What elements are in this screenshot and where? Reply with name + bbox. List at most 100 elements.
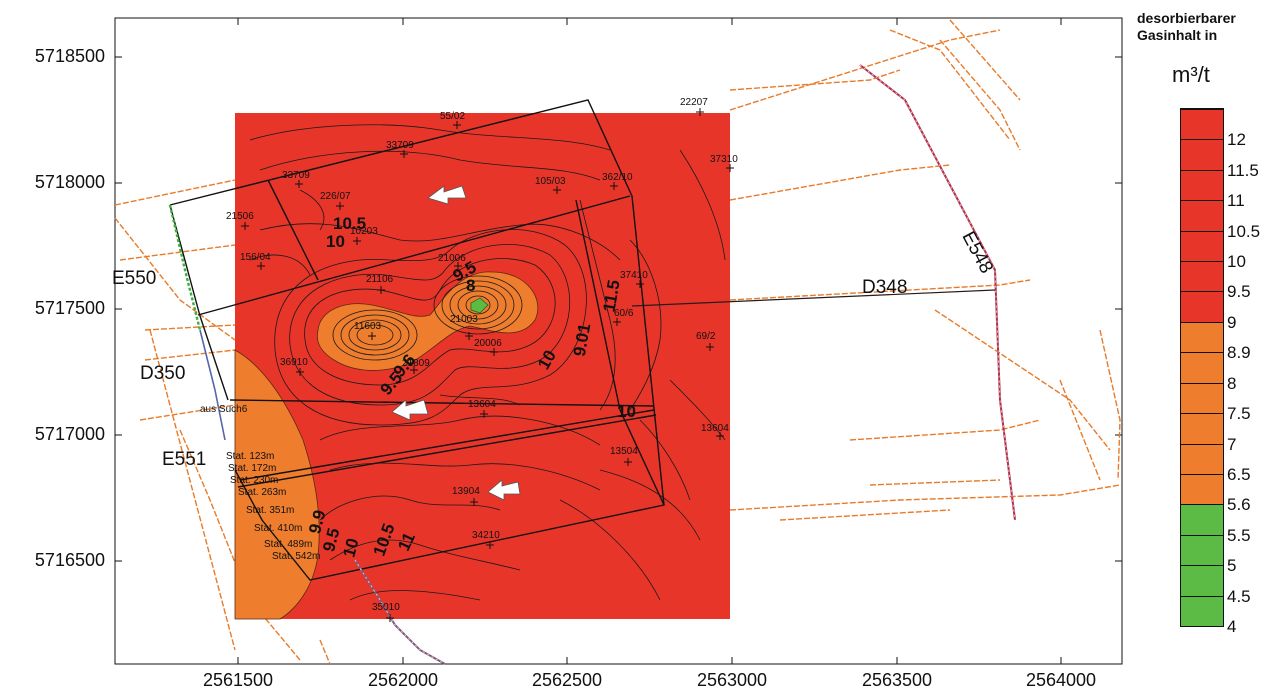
station-label: Stat. 172m <box>228 463 277 474</box>
legend-value-label: 6.5 <box>1227 464 1251 484</box>
legend-color-segment <box>1181 595 1223 626</box>
axis-ticks <box>115 18 1122 664</box>
borehole-markers <box>241 108 734 622</box>
borehole-label: 13604 <box>468 399 496 410</box>
legend-value-label: 12 <box>1227 130 1246 150</box>
legend-value-label: 4.5 <box>1227 586 1251 606</box>
y-tick-label: 5716500 <box>34 550 105 570</box>
borehole-label: 10203 <box>350 226 378 237</box>
legend-value-label: 7.5 <box>1227 404 1251 424</box>
borehole-label: 36910 <box>280 357 308 368</box>
contour-label: 8 <box>466 276 476 295</box>
station-label: Stat. 410m <box>254 523 303 534</box>
drift-label-d348: D348 <box>862 277 908 298</box>
contour-lines <box>249 124 726 601</box>
station-label: Stat. 542m <box>272 551 321 562</box>
y-tick-label: 5717000 <box>34 424 105 444</box>
x-tick-label: 2561500 <box>202 670 274 690</box>
borehole-label: 34210 <box>472 530 500 541</box>
drift-e548 <box>859 64 1016 521</box>
legend-color-segment <box>1181 443 1223 474</box>
legend-value-label: 5.6 <box>1227 495 1251 515</box>
borehole-label: 13604 <box>701 423 729 434</box>
borehole-label: 21106 <box>366 274 394 285</box>
borehole-label: 37410 <box>620 270 648 281</box>
legend-color-segment <box>1181 565 1223 596</box>
contour-label: 10 <box>326 232 345 251</box>
legend-color-segment <box>1181 534 1223 566</box>
legend-value-label: 11.5 <box>1227 160 1259 180</box>
borehole-label: 105/03 <box>535 176 566 187</box>
borehole-label: 33709 <box>386 140 414 151</box>
y-tick-label: 5717500 <box>34 298 105 318</box>
legend-value-label: 11 <box>1227 191 1245 211</box>
borehole-label: 20006 <box>474 338 502 349</box>
borehole-label: 21006 <box>438 253 466 264</box>
legend-value-label: 5 <box>1227 556 1237 576</box>
low-gas-zone-west <box>234 349 320 620</box>
legend-color-segment <box>1181 352 1223 383</box>
borehole-label: 21506 <box>226 211 254 222</box>
legend-value-label: 9.5 <box>1227 282 1251 302</box>
borehole-label: 226/07 <box>320 191 351 202</box>
legend-color-segment <box>1181 139 1223 170</box>
borehole-label: 60/6 <box>614 308 634 319</box>
legend-value-label: 9 <box>1227 312 1237 332</box>
borehole-label: 21003 <box>450 314 478 325</box>
station-label: Stat. 351m <box>246 505 295 516</box>
borehole-label: 156/04 <box>240 252 271 263</box>
drift-lines <box>114 19 1121 665</box>
legend-color-segment <box>1181 169 1223 201</box>
drift-label-d350: D350 <box>140 363 186 384</box>
x-tick-label: 2563000 <box>696 670 768 690</box>
borehole-label: 11603 <box>354 321 382 332</box>
borehole-label: 33709 <box>282 170 310 181</box>
x-tick-label: 2562000 <box>367 670 439 690</box>
borehole-label: 13904 <box>452 486 480 497</box>
drift-e550 <box>168 204 202 331</box>
station-label: Stat. 263m <box>238 487 287 498</box>
legend-value-label: 8.9 <box>1227 343 1251 363</box>
flow-arrows <box>391 185 521 501</box>
legend-value-label: 10 <box>1227 252 1246 272</box>
legend-value-label: 10.5 <box>1227 221 1261 241</box>
drift-d350 <box>199 329 226 441</box>
legend-color-segment <box>1181 109 1223 140</box>
legend-title-line2: Gasinhalt in <box>1137 27 1218 43</box>
station-label: Stat. 123m <box>226 451 275 462</box>
legend-color-segment <box>1181 504 1223 535</box>
y-tick-label: 5718500 <box>34 46 105 66</box>
borehole-label: 22207 <box>680 97 708 108</box>
borehole-label: 35010 <box>372 602 400 613</box>
legend-value-label: 5.5 <box>1227 525 1251 545</box>
contour-label: 10.5 <box>333 214 367 233</box>
legend-color-segment <box>1181 291 1223 322</box>
legend-color-segment <box>1181 261 1223 292</box>
x-tick-label: 2562500 <box>531 670 603 690</box>
legend-color-segment <box>1181 230 1223 262</box>
borehole-label: aus Such6 <box>200 404 248 415</box>
legend-unit: m³/t <box>1172 62 1210 87</box>
drift-d348 <box>631 289 996 307</box>
legend-value-label: 4 <box>1227 617 1237 636</box>
legend-color-segment <box>1181 413 1223 444</box>
contour-label: 10 <box>617 402 636 421</box>
legend-title-line1: desorbierbarer <box>1137 10 1236 26</box>
station-label: Stat. 230m <box>230 475 279 486</box>
x-tick-label: 2563500 <box>861 670 933 690</box>
legend-value-label: 8 <box>1227 373 1237 393</box>
legend-color-bar <box>1180 108 1224 627</box>
borehole-label: 69/2 <box>696 331 716 342</box>
borehole-label: 21809 <box>402 358 430 369</box>
low-gas-zone-green <box>470 297 489 314</box>
x-tick-label: 2564000 <box>1025 670 1097 690</box>
legend-color-segment <box>1181 321 1223 353</box>
borehole-label: 55/02 <box>440 111 466 122</box>
legend-value-label: 7 <box>1227 434 1237 454</box>
legend-color-segment <box>1181 200 1223 231</box>
borehole-label: 362/10 <box>602 172 633 183</box>
panel-outlines <box>169 99 665 581</box>
borehole-label: 37310 <box>710 154 738 165</box>
legend-color-segment <box>1181 473 1223 505</box>
